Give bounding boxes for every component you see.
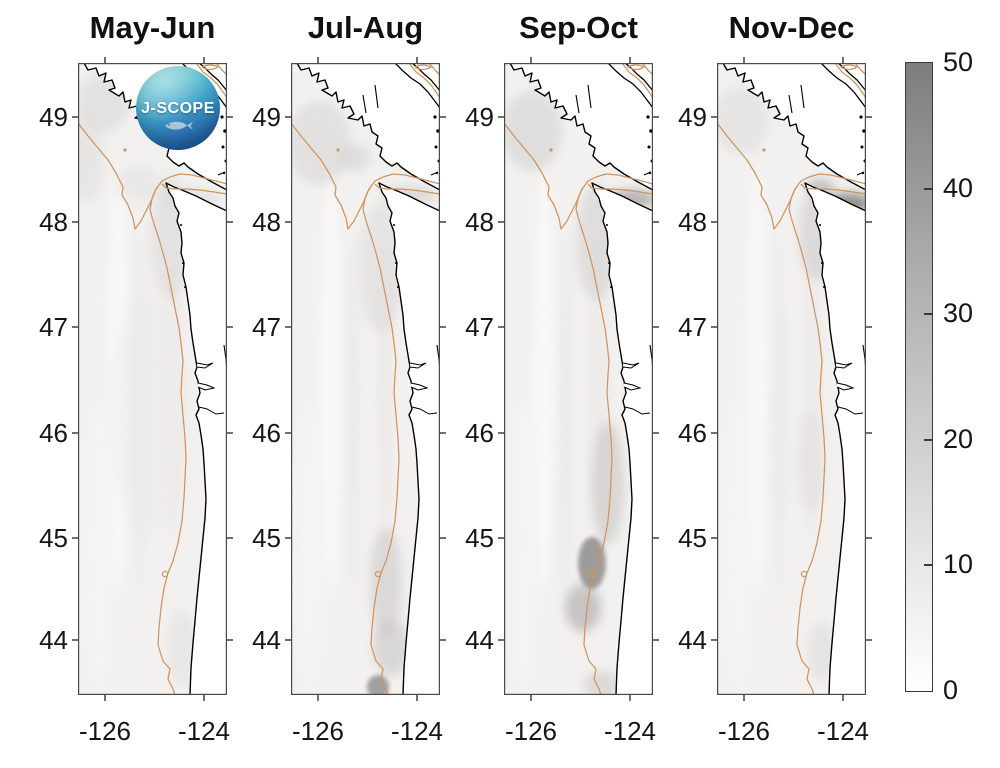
fish-icon <box>165 121 193 130</box>
x-tick-label: -124 <box>390 716 444 746</box>
y-tick-label: 44 <box>252 625 281 655</box>
y-tick-label: 45 <box>39 523 68 553</box>
y-tick-label: 48 <box>678 207 707 237</box>
y-tick-label: 46 <box>678 418 707 448</box>
colorbar-label: 40 <box>943 172 974 203</box>
y-tick-label: 46 <box>465 418 494 448</box>
y-tick-label: 48 <box>39 207 68 237</box>
y-tick-label: 49 <box>678 102 707 132</box>
y-tick-label: 47 <box>252 312 281 342</box>
y-tick-label: 49 <box>252 102 281 132</box>
panel-title-1: Jul-Aug <box>307 10 424 45</box>
y-tick-label: 47 <box>39 312 68 342</box>
x-tick-label: -126 <box>291 716 345 746</box>
x-tick-label: -126 <box>78 716 132 746</box>
colorbar-label: 10 <box>943 549 974 580</box>
colorbar-tick <box>924 438 932 441</box>
colorbar <box>905 62 933 692</box>
y-tick-label: 45 <box>252 523 281 553</box>
y-tick-label: 47 <box>678 312 707 342</box>
y-tick-label: 49 <box>465 102 494 132</box>
x-tick-label: -124 <box>177 716 231 746</box>
panel-title-0: May-Jun <box>89 10 216 45</box>
y-tick-label: 45 <box>678 523 707 553</box>
colorbar-tick <box>924 313 932 316</box>
y-tick-label: 48 <box>252 207 281 237</box>
panel-title-2: Sep-Oct <box>519 10 638 45</box>
colorbar-label: 30 <box>943 298 974 329</box>
y-tick-label: 48 <box>465 207 494 237</box>
colorbar-label: 20 <box>943 423 974 454</box>
y-tick-label: 44 <box>678 625 707 655</box>
colorbar-label: 50 <box>943 47 974 77</box>
x-tick-label: -124 <box>603 716 657 746</box>
jscope-logo-label: J-SCOPE <box>141 100 215 117</box>
colorbar-label: 0 <box>943 675 959 705</box>
panel-title-3: Nov-Dec <box>728 10 855 45</box>
map-panel-1: .tk{stroke:#333;stroke-width:1.4;} .oc{f… <box>285 57 446 701</box>
y-tick-label: 49 <box>39 102 68 132</box>
x-tick-label: -124 <box>816 716 870 746</box>
x-tick-label: -126 <box>504 716 558 746</box>
y-tick-label: 46 <box>252 418 281 448</box>
map-panel-2: .tk{stroke:#333;stroke-width:1.4;} .oc{f… <box>498 57 659 701</box>
map-panel-0: .tk{stroke:#333;stroke-width:1.4;} .oc{f… <box>72 57 233 701</box>
y-tick-label: 45 <box>465 523 494 553</box>
y-tick-label: 46 <box>39 418 68 448</box>
colorbar-tick <box>924 187 932 190</box>
y-tick-label: 44 <box>465 625 494 655</box>
jscope-logo: J-SCOPE <box>136 66 220 150</box>
y-tick-label: 44 <box>39 625 68 655</box>
y-tick-label: 47 <box>465 312 494 342</box>
map-panel-3: .tk{stroke:#333;stroke-width:1.4;} .oc{f… <box>711 57 872 701</box>
colorbar-tick <box>924 564 932 567</box>
x-tick-label: -126 <box>717 716 771 746</box>
